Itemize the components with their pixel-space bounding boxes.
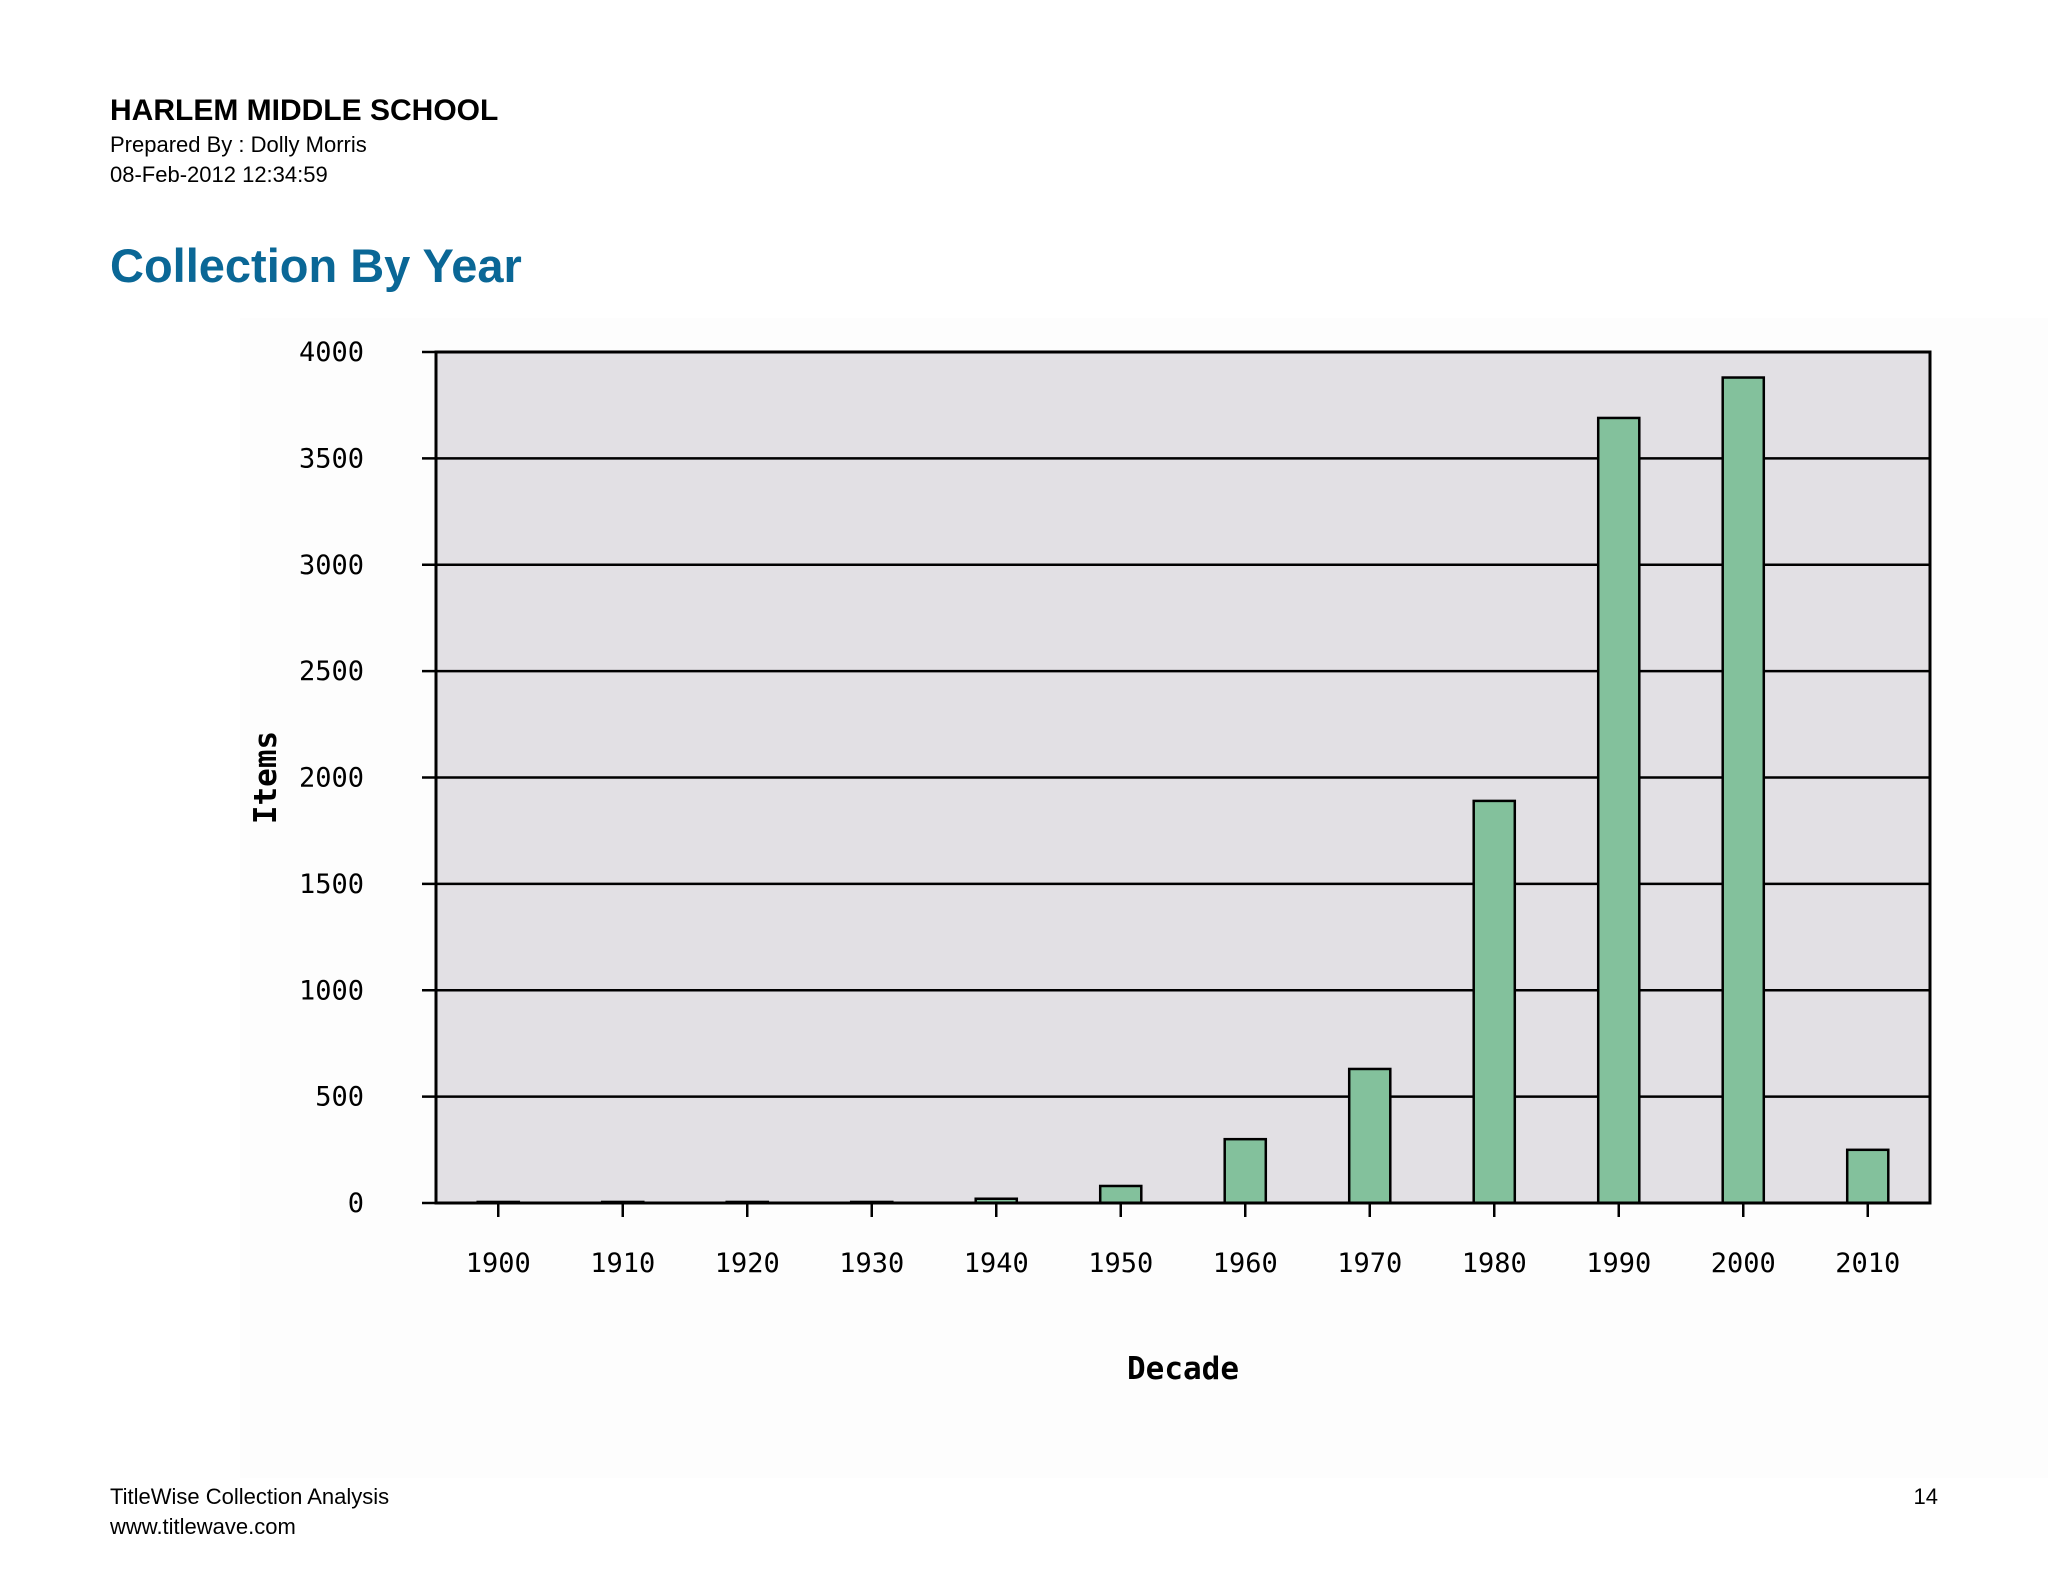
- x-tick-label: 2000: [1711, 1248, 1776, 1279]
- y-tick-label: 4000: [299, 337, 364, 368]
- prepared-by: Prepared By : Dolly Morris: [110, 132, 367, 157]
- page-title: Collection By Year: [110, 239, 522, 292]
- y-tick-label: 500: [315, 1082, 364, 1113]
- x-tick-label: 1910: [590, 1248, 655, 1279]
- school-name: HARLEM MIDDLE SCHOOL: [110, 94, 499, 127]
- x-tick-label: 1930: [839, 1248, 904, 1279]
- y-tick-label: 0: [348, 1188, 364, 1219]
- x-axis-label: Decade: [1127, 1351, 1239, 1387]
- y-tick-label: 3500: [299, 443, 364, 474]
- page-number: 14: [1913, 1484, 1938, 1509]
- x-tick-label: 2010: [1835, 1248, 1900, 1279]
- x-tick-label: 1980: [1462, 1248, 1527, 1279]
- footer-url: www.titlewave.com: [110, 1514, 296, 1539]
- y-tick-label: 1500: [299, 869, 364, 900]
- bar-1990: [1596, 416, 1641, 1205]
- y-axis-label: Items: [248, 731, 284, 824]
- bar-2000: [1721, 376, 1766, 1205]
- y-tick-label: 2500: [299, 656, 364, 687]
- x-tick-label: 1940: [964, 1248, 1029, 1279]
- bar-1960: [1223, 1137, 1268, 1205]
- bar-1950: [1098, 1184, 1143, 1205]
- y-tick-label: 3000: [299, 550, 364, 581]
- y-tick-label: 2000: [299, 763, 364, 794]
- footer: TitleWise Collection Analysis www.titlew…: [110, 1482, 389, 1542]
- footer-product: TitleWise Collection Analysis: [110, 1484, 390, 1509]
- x-tick-label: 1900: [466, 1248, 531, 1279]
- chart-panel: 0 500 1000 1500 2000 2500 3000 3500 4000 1900 1910…: [240, 318, 2048, 1478]
- x-tick-label: 1920: [715, 1248, 780, 1279]
- report-header: HARLEM MIDDLE SCHOOL Prepared By : Dolly…: [110, 92, 498, 190]
- bar-1970: [1347, 1067, 1392, 1205]
- bar-1980: [1472, 799, 1517, 1205]
- plot-border: [434, 350, 1932, 1205]
- bar-2010: [1845, 1148, 1890, 1205]
- y-tick-label: 1000: [299, 975, 364, 1006]
- x-tick-label: 1960: [1213, 1248, 1278, 1279]
- collection-by-year-chart: 0 500 1000 1500 2000 2500 3000 3500 4000 1900 1910…: [248, 337, 1932, 1387]
- x-tick-label: 1970: [1337, 1248, 1402, 1279]
- report-date: 08-Feb-2012 12:34:59: [110, 162, 328, 187]
- x-tick-label: 1950: [1088, 1248, 1153, 1279]
- x-tick-label: 1990: [1586, 1248, 1651, 1279]
